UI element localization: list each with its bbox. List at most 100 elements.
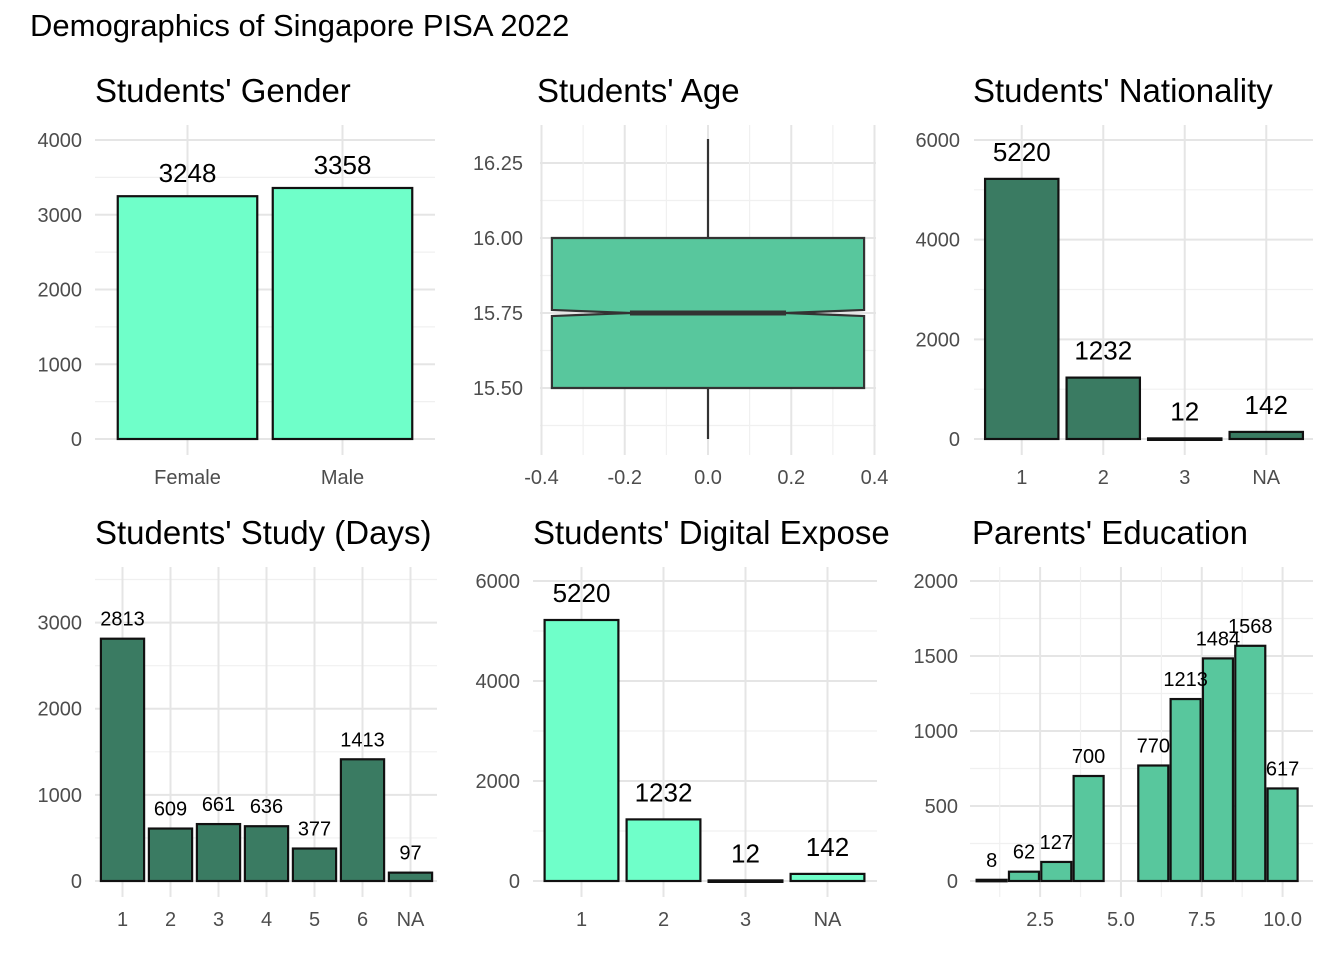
bar <box>195 822 242 883</box>
bar <box>147 827 194 883</box>
y-tick-label: 4000 <box>476 671 521 693</box>
panel-title-gender: Students' Gender <box>95 72 351 109</box>
data-label: 1232 <box>635 777 693 807</box>
x-tick-label: 3 <box>740 909 751 931</box>
y-tick-label: 0 <box>949 429 960 451</box>
data-label: 142 <box>1245 390 1288 420</box>
bar <box>983 177 1060 441</box>
panel-title-digital: Students' Digital Expose <box>533 514 890 551</box>
bar <box>543 618 620 883</box>
x-tick-label: 0.4 <box>861 467 889 489</box>
y-tick-label: 2000 <box>916 329 961 351</box>
y-tick-label: 4000 <box>38 130 83 152</box>
panel-title-age: Students' Age <box>537 72 740 109</box>
bar <box>387 871 434 883</box>
x-tick-label: 1 <box>576 909 587 931</box>
y-tick-label: 15.50 <box>473 378 523 400</box>
y-tick-label: 6000 <box>916 130 961 152</box>
data-label: 377 <box>298 819 331 841</box>
x-tick-label: Male <box>321 467 364 489</box>
x-tick-label: NA <box>814 909 842 931</box>
x-tick-label: 6 <box>357 909 368 931</box>
x-tick-label: 7.5 <box>1188 909 1216 931</box>
y-tick-label: 4000 <box>916 230 961 252</box>
bar <box>1146 437 1223 442</box>
data-label: 12 <box>731 838 760 868</box>
y-tick-label: 2000 <box>38 280 83 302</box>
bar <box>1201 657 1235 883</box>
data-label: 97 <box>399 843 421 865</box>
x-tick-label: 4 <box>261 909 272 931</box>
x-tick-label: -0.2 <box>608 467 642 489</box>
bar <box>291 847 338 883</box>
y-tick-label: 2000 <box>38 699 83 721</box>
y-tick-label: 1000 <box>914 721 959 743</box>
y-tick-label: 1000 <box>38 785 83 807</box>
bar <box>1007 870 1041 883</box>
data-label: 142 <box>806 832 849 862</box>
x-tick-label: 2 <box>165 909 176 931</box>
bar <box>1266 787 1299 883</box>
data-label: 700 <box>1072 746 1105 768</box>
bar <box>1065 376 1142 441</box>
bar <box>1169 697 1202 883</box>
y-tick-label: 1500 <box>914 646 959 668</box>
x-tick-label: 3 <box>1179 467 1190 489</box>
bar <box>789 872 866 883</box>
x-tick-label: -0.4 <box>524 467 558 489</box>
data-label: 12 <box>1170 396 1199 426</box>
y-tick-label: 2000 <box>476 771 521 793</box>
y-tick-label: 0 <box>71 429 82 451</box>
data-label: 636 <box>250 796 283 818</box>
y-tick-label: 0 <box>71 871 82 893</box>
data-label: 5220 <box>553 578 611 608</box>
bar <box>339 758 386 883</box>
x-tick-label: 5.0 <box>1107 909 1135 931</box>
data-label: 8 <box>986 850 997 872</box>
bar <box>243 825 290 883</box>
data-label: 617 <box>1266 758 1299 780</box>
x-tick-label: 2 <box>658 909 669 931</box>
data-label: 5220 <box>993 137 1051 167</box>
y-tick-label: 2000 <box>914 571 959 593</box>
x-tick-label: 0.2 <box>777 467 805 489</box>
data-label: 62 <box>1013 842 1035 864</box>
data-label: 1413 <box>340 729 385 751</box>
bar <box>99 637 146 883</box>
y-tick-label: 500 <box>925 796 958 818</box>
data-label: 2813 <box>100 609 145 631</box>
y-tick-label: 3000 <box>38 205 83 227</box>
x-tick-label: 10.0 <box>1263 909 1302 931</box>
y-tick-label: 16.00 <box>473 228 523 250</box>
data-label: 770 <box>1137 736 1170 758</box>
bar <box>625 818 702 883</box>
data-label: 1213 <box>1163 669 1208 691</box>
y-tick-label: 1000 <box>38 354 83 376</box>
panel-title-study: Students' Study (Days) <box>95 514 431 551</box>
y-tick-label: 6000 <box>476 571 521 593</box>
main-title: Demographics of Singapore PISA 2022 <box>30 8 570 43</box>
data-label: 1484 <box>1196 628 1241 650</box>
x-tick-label: 0.0 <box>694 467 722 489</box>
x-tick-label: 3 <box>213 909 224 931</box>
data-label: 661 <box>202 794 235 816</box>
y-tick-label: 0 <box>947 871 958 893</box>
x-tick-label: NA <box>397 909 425 931</box>
panel-title-nationality: Students' Nationality <box>973 72 1273 109</box>
text-layer: 01000200030004000Female3248Male335802000… <box>38 130 1303 931</box>
y-tick-label: 16.25 <box>473 153 523 175</box>
x-tick-label: 1 <box>1016 467 1027 489</box>
data-label: 1568 <box>1228 616 1273 638</box>
bar <box>1137 764 1170 883</box>
y-tick-label: 3000 <box>38 613 83 635</box>
bar <box>1234 644 1267 883</box>
x-tick-label: 1 <box>117 909 128 931</box>
y-tick-label: 15.75 <box>473 303 523 325</box>
x-tick-label: 2.5 <box>1026 909 1054 931</box>
bar <box>707 879 784 884</box>
data-label: 3358 <box>314 150 372 180</box>
bar <box>1072 774 1105 883</box>
marks-layer <box>99 139 1305 884</box>
bar <box>116 195 259 441</box>
